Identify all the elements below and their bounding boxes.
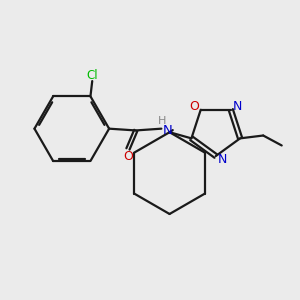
Text: N: N xyxy=(218,153,227,166)
Text: N: N xyxy=(163,124,172,136)
Text: O: O xyxy=(189,100,199,113)
Text: N: N xyxy=(232,100,242,113)
Text: O: O xyxy=(123,149,133,163)
Text: Cl: Cl xyxy=(86,68,98,82)
Text: H: H xyxy=(158,116,166,126)
